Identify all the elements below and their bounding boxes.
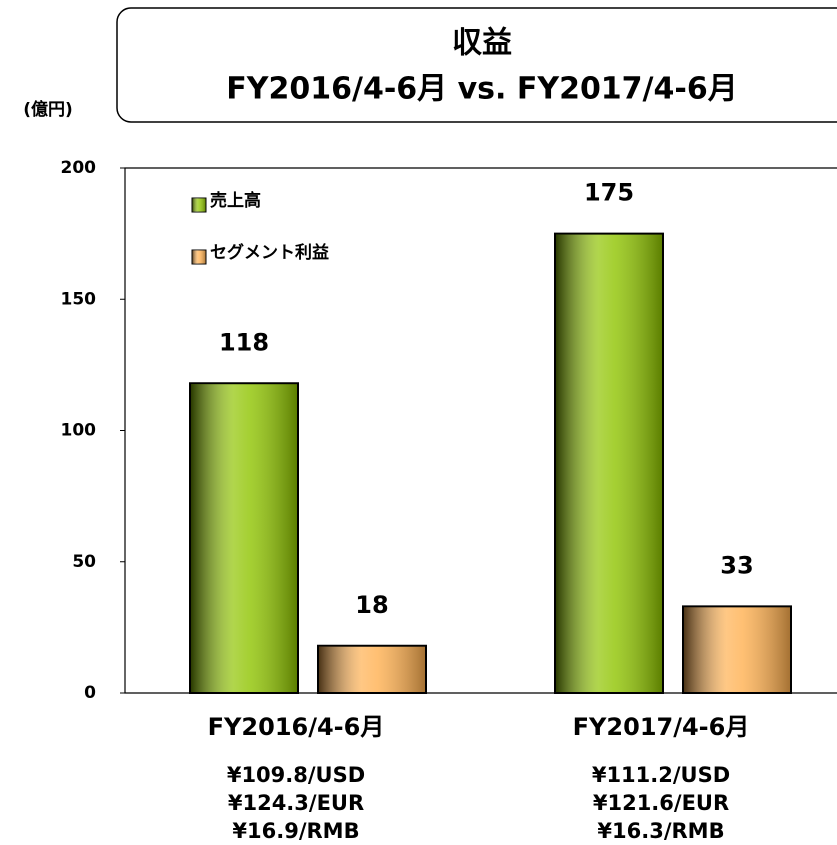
y-tick-label: 50 [72, 552, 96, 572]
bar-shade [191, 384, 297, 692]
y-tick-label: 200 [61, 158, 97, 178]
legend-label: 売上高 [210, 190, 261, 211]
category-note: ¥121.6/EUR [593, 791, 729, 815]
legend-label: セグメント利益 [210, 242, 329, 263]
x-tick-label: FY2016/4-6月 [208, 713, 385, 741]
chart-subtitle: FY2016/4-6月 vs. FY2017/4-6月 [226, 72, 737, 107]
y-tick-label: 0 [84, 683, 96, 703]
chart-title: 収益 [452, 26, 512, 61]
value-label: 118 [219, 328, 269, 356]
title-box [116, 7, 837, 123]
category-note: ¥109.8/USD [227, 763, 365, 787]
y-axis-label: (億円) [23, 99, 73, 120]
value-label: 175 [584, 179, 634, 207]
category-note: ¥124.3/EUR [228, 791, 364, 815]
value-label: 18 [355, 591, 388, 619]
y-tick-label: 150 [61, 289, 97, 309]
value-label: 33 [720, 551, 753, 579]
category-note: ¥16.9/RMB [232, 819, 359, 843]
bar-shade [556, 234, 662, 692]
y-tick-label: 100 [61, 421, 97, 441]
category-note: ¥16.3/RMB [597, 819, 724, 843]
bar-shade [684, 607, 790, 692]
x-tick-label: FY2017/4-6月 [573, 713, 750, 741]
legend-swatch-shade [192, 250, 206, 264]
category-note: ¥111.2/USD [592, 763, 730, 787]
legend-swatch-shade [192, 198, 206, 212]
bar-shade [319, 646, 425, 692]
